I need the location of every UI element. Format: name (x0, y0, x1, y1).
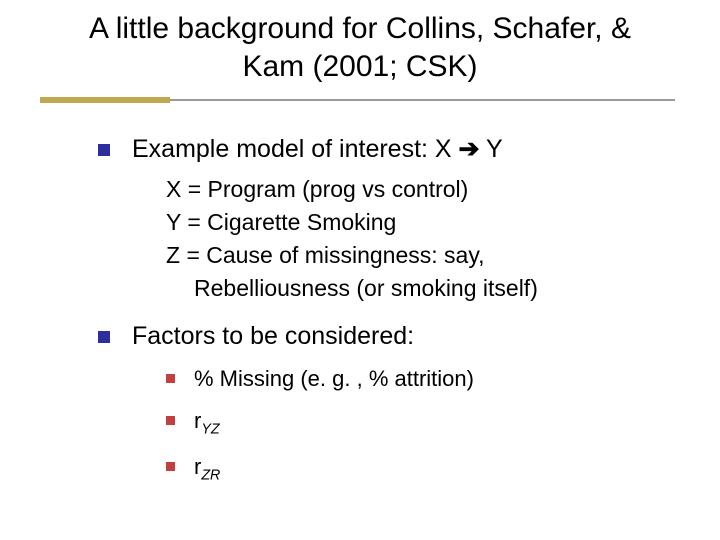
subbullet-percent-missing: % Missing (e. g. , % attrition) (166, 364, 680, 394)
definition-y: Y = Cigarette Smoking (98, 207, 680, 238)
underline-tan (40, 97, 170, 103)
arrow-icon: ➔ (459, 135, 480, 163)
spacer (98, 306, 680, 320)
r-subscript: ZR (201, 467, 220, 483)
bullet-factors: Factors to be considered: (98, 320, 680, 353)
subbullet-r-yz: rYZ (166, 406, 680, 440)
square-bullet-icon (166, 416, 175, 425)
subbullet-r-zr: rZR (166, 452, 680, 486)
text-segment: % Missing (e. g. , % attrition) (194, 366, 474, 391)
square-bullet-icon (166, 374, 175, 383)
slide-content: Example model of interest: X ➔ Y X = Pro… (40, 133, 680, 485)
text-segment: Factors to be considered: (132, 322, 414, 350)
square-bullet-icon (98, 331, 110, 343)
definition-x: X = Program (prog vs control) (98, 174, 680, 205)
title-underline (40, 99, 680, 105)
r-subscript: YZ (201, 421, 219, 437)
text-segment: Y (480, 135, 503, 163)
definition-z-line1: Z = Cause of missingness: say, (98, 240, 680, 271)
square-bullet-icon (166, 462, 175, 471)
square-bullet-icon (98, 144, 110, 156)
slide: A little background for Collins, Schafer… (0, 0, 720, 505)
text-segment: Example model of interest: X (132, 135, 459, 163)
slide-title: A little background for Collins, Schafer… (40, 10, 680, 85)
bullet-example-model: Example model of interest: X ➔ Y (98, 133, 680, 166)
definition-z-line2: Rebelliousness (or smoking itself) (98, 273, 680, 304)
